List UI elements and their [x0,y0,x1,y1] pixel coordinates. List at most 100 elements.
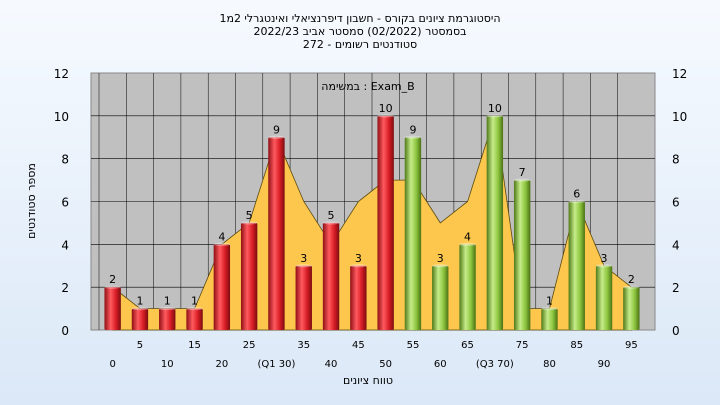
bar-cap [159,306,176,311]
y-tick-label-left: 12 [54,67,69,81]
x-tick-label: 10 [161,359,174,370]
y-tick-label-right: 2 [672,281,680,295]
chart-title-line-1: היסטוגרמת ציונים בקורס - חשבון דיפרנציאל… [219,12,500,25]
x-tick-label: 65 [461,340,474,351]
bar-value-label: 3 [437,252,444,265]
x-tick-label: 90 [598,359,611,370]
bar-cap [104,285,121,289]
bar-value-label: 3 [601,252,608,265]
x-axis-label: טווח ציונים [343,374,393,387]
y-tick-label-left: 4 [61,238,69,252]
y-tick-label-right: 0 [672,324,680,338]
x-tick-label: 35 [297,340,310,351]
bar [568,201,585,330]
x-tick-label: 5 [137,340,143,351]
y-tick-label-right: 10 [672,110,687,124]
x-tick-label: 0 [109,359,115,370]
chart-title: היסטוגרמת ציונים בקורס - חשבון דיפרנציאל… [219,12,500,51]
x-tick-label: (Q1 30) [257,359,295,370]
bar [295,265,312,330]
bar [486,115,504,330]
x-tick-label: 55 [407,340,420,351]
y-tick-label-left: 6 [61,196,69,210]
bar-value-label: 3 [355,252,362,265]
bar-value-label: 1 [164,295,171,308]
data-labels: 2 1 1 1 4 5 9 3 5 3 10 9 3 4 10 7 1 6 3 2 [109,102,635,308]
bar-series [104,114,640,330]
bar-value-label: 1 [546,295,553,308]
x-tick-label: 80 [543,359,556,370]
y-tick-label-right: 4 [672,238,680,252]
bar-cap [541,306,558,311]
x-tick-label: 40 [325,359,338,370]
bar [513,180,531,330]
x-tick-label: 25 [243,340,256,351]
x-tick-label: 60 [434,359,447,370]
bar-value-label: 9 [273,123,280,136]
bar-cap [350,264,367,268]
bar-cap [568,199,585,204]
y-axis-label: מספר סטודנטים [25,163,38,239]
y-axis-left: 0 2 4 6 8 10 12 [54,67,69,338]
chart-subtitle: במשימה : Exam_B [321,80,414,93]
x-tick-label: 20 [215,359,228,370]
bar-cap [513,178,531,182]
bar [159,308,176,330]
bar [186,308,203,330]
bar-value-label: 2 [109,273,116,286]
y-axis-right: 0 2 4 6 8 10 12 [672,67,687,338]
x-tick-label: 15 [188,340,201,351]
bar [459,244,476,330]
bar-cap [623,285,640,289]
bar-cap [186,306,203,311]
x-tick-label: 50 [379,359,392,370]
bar-value-label: 3 [300,252,307,265]
bar-cap [377,114,394,118]
chart-title-line-3: סטודנטים רשומים - 272 [303,38,417,51]
bar-value-label: 2 [628,273,635,286]
bar [541,308,558,330]
bar-value-label: 9 [409,123,416,136]
bar-cap [295,264,312,268]
x-tick-label: 75 [516,340,529,351]
bar-value-label: 4 [218,230,225,243]
bar [104,287,121,330]
bar-cap [213,242,231,246]
bar-cap [404,135,422,139]
x-tick-label: 85 [570,340,583,351]
bar [213,244,231,330]
bar [268,137,285,330]
chart-title-line-2: בסמסטר (02/2022) סמסטר אביב 2022/23 [253,25,466,38]
bar [404,137,422,330]
y-tick-label-right: 8 [672,153,680,167]
bar-value-label: 10 [379,102,393,115]
bar-value-label: 1 [136,295,143,308]
bar-cap [459,242,476,246]
bar [131,308,149,330]
bar-cap [322,221,340,225]
bar-cap [432,264,449,268]
bar-value-label: 10 [488,102,502,115]
bar-cap [131,306,149,311]
y-tick-label-left: 0 [61,324,69,338]
bar [240,222,258,330]
bar-value-label: 6 [573,188,580,201]
y-tick-label-left: 10 [54,110,69,124]
bar [595,265,613,330]
bar [377,115,394,330]
bar-cap [595,264,613,268]
y-tick-label-left: 8 [61,153,69,167]
bar [350,265,367,330]
x-tick-label: (Q3 70) [476,359,514,370]
y-tick-label-left: 2 [61,281,69,295]
bar-value-label: 1 [191,295,198,308]
bar-cap [486,114,504,118]
bar-cap [240,221,258,225]
bar-value-label: 5 [246,209,253,222]
bar-value-label: 4 [464,230,471,243]
bar [623,287,640,330]
bar-value-label: 5 [328,209,335,222]
bar [322,222,340,330]
x-tick-label: 45 [352,340,365,351]
